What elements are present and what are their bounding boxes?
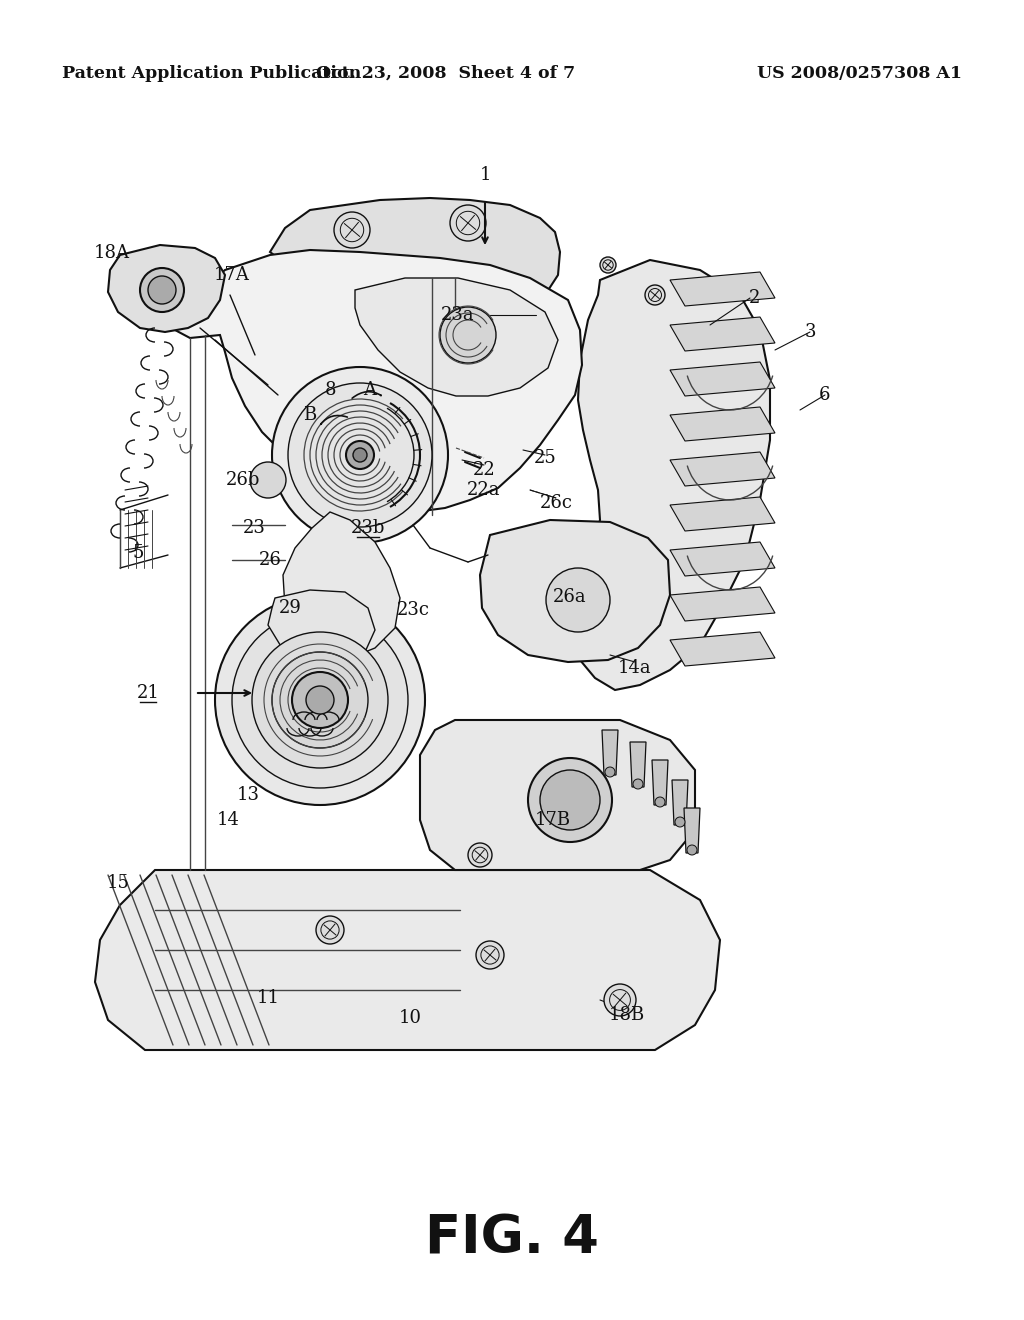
Text: 26b: 26b [226, 471, 260, 488]
Text: 29: 29 [279, 599, 301, 616]
Circle shape [346, 441, 374, 469]
Text: 25: 25 [534, 449, 556, 467]
Text: 13: 13 [237, 785, 259, 804]
Circle shape [604, 983, 636, 1016]
Text: 6: 6 [819, 385, 830, 404]
Circle shape [288, 383, 432, 527]
FancyArrowPatch shape [321, 416, 347, 424]
Text: 2: 2 [749, 289, 760, 308]
Circle shape [292, 672, 348, 729]
Text: 23b: 23b [351, 519, 385, 537]
Text: Patent Application Publication: Patent Application Publication [62, 65, 361, 82]
Polygon shape [420, 719, 695, 870]
Text: 18B: 18B [609, 1006, 645, 1024]
Circle shape [334, 213, 370, 248]
Polygon shape [270, 198, 560, 318]
Text: 3: 3 [804, 323, 816, 341]
Circle shape [140, 268, 184, 312]
Text: 14a: 14a [618, 659, 652, 677]
Text: 23c: 23c [396, 601, 429, 619]
Text: 23: 23 [243, 519, 265, 537]
Circle shape [353, 447, 367, 462]
Circle shape [316, 916, 344, 944]
Text: 26: 26 [259, 550, 282, 569]
Polygon shape [670, 451, 775, 486]
Polygon shape [652, 760, 668, 805]
Text: 26a: 26a [553, 587, 587, 606]
FancyArrowPatch shape [352, 392, 381, 399]
Polygon shape [283, 512, 400, 657]
Text: 11: 11 [256, 989, 280, 1007]
Polygon shape [175, 249, 582, 512]
Text: 10: 10 [398, 1008, 422, 1027]
Circle shape [440, 308, 496, 363]
Polygon shape [355, 279, 558, 396]
Polygon shape [672, 780, 688, 825]
Circle shape [148, 276, 176, 304]
Polygon shape [95, 870, 720, 1049]
Circle shape [450, 205, 486, 242]
Circle shape [675, 817, 685, 828]
Text: 26c: 26c [540, 494, 572, 512]
Text: Oct. 23, 2008  Sheet 4 of 7: Oct. 23, 2008 Sheet 4 of 7 [315, 65, 575, 82]
Text: 17B: 17B [535, 810, 571, 829]
Circle shape [252, 632, 388, 768]
Text: FIG. 4: FIG. 4 [425, 1212, 599, 1265]
Text: A: A [364, 381, 377, 399]
Text: US 2008/0257308 A1: US 2008/0257308 A1 [757, 65, 962, 82]
Text: 23a: 23a [441, 306, 475, 323]
Text: 1: 1 [479, 166, 490, 183]
Text: 8: 8 [325, 381, 336, 399]
Circle shape [528, 758, 612, 842]
Circle shape [540, 770, 600, 830]
Polygon shape [268, 590, 375, 663]
Circle shape [687, 845, 697, 855]
Text: B: B [303, 407, 316, 424]
Polygon shape [670, 632, 775, 667]
Text: 15: 15 [106, 874, 129, 892]
Circle shape [250, 462, 286, 498]
Circle shape [272, 652, 368, 748]
Polygon shape [108, 246, 225, 333]
Polygon shape [670, 362, 775, 396]
Circle shape [306, 686, 334, 714]
Circle shape [546, 568, 610, 632]
Circle shape [468, 843, 492, 867]
Circle shape [633, 779, 643, 789]
Text: 22a: 22a [467, 480, 501, 499]
Polygon shape [670, 317, 775, 351]
Polygon shape [670, 272, 775, 306]
Circle shape [655, 797, 665, 807]
Circle shape [605, 767, 615, 777]
Polygon shape [670, 543, 775, 576]
Polygon shape [630, 742, 646, 787]
Text: 14: 14 [216, 810, 240, 829]
Text: 18A: 18A [94, 244, 130, 261]
Polygon shape [572, 260, 770, 690]
Polygon shape [602, 730, 618, 775]
Circle shape [476, 941, 504, 969]
Text: 21: 21 [136, 684, 160, 702]
Text: 17A: 17A [214, 267, 250, 284]
Circle shape [600, 257, 616, 273]
Circle shape [645, 285, 665, 305]
Polygon shape [684, 808, 700, 853]
Polygon shape [670, 498, 775, 531]
Polygon shape [670, 587, 775, 620]
Circle shape [215, 595, 425, 805]
Polygon shape [480, 520, 670, 663]
Text: 5: 5 [132, 544, 143, 562]
Circle shape [272, 367, 449, 543]
Circle shape [232, 612, 408, 788]
Polygon shape [670, 407, 775, 441]
Text: 22: 22 [473, 461, 496, 479]
